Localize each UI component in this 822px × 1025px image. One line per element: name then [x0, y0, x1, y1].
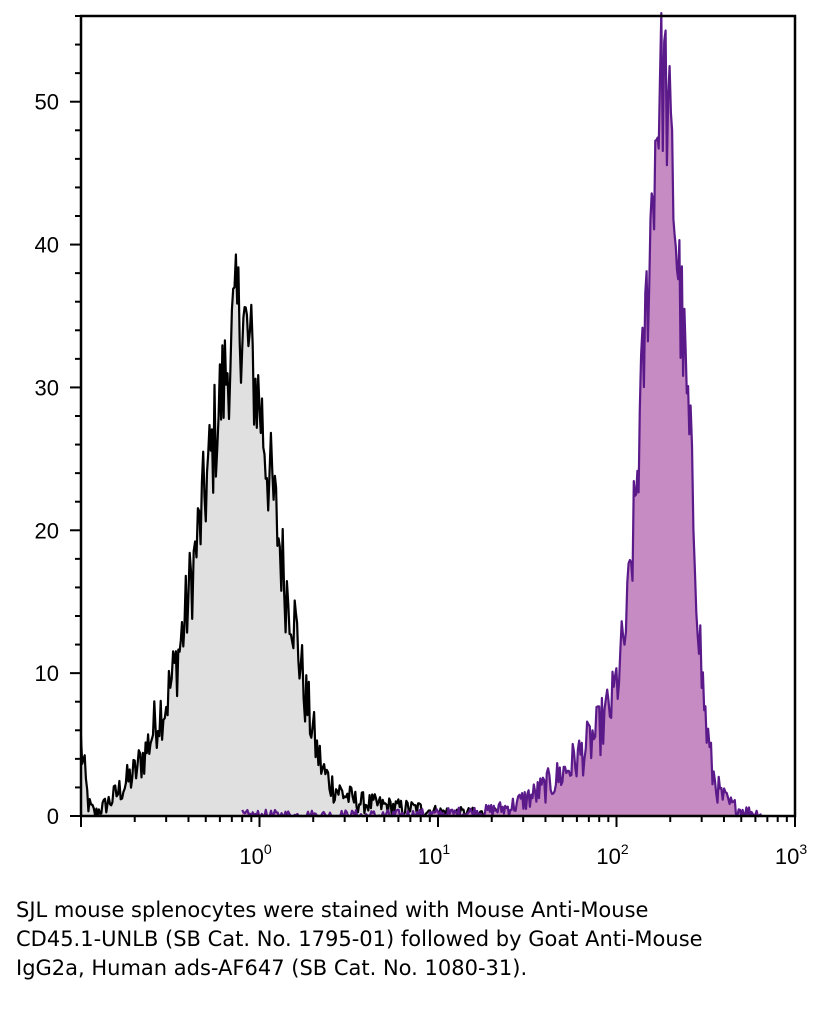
figure-caption: SJL mouse splenocytes were stained with …: [16, 898, 703, 980]
series-0: [79, 253, 500, 818]
series-0-line: [79, 253, 500, 818]
series-layer: [79, 12, 762, 818]
y-tick-label: 50: [35, 90, 59, 115]
x-tick-label: 101: [418, 841, 450, 869]
series-1-line: [241, 12, 762, 818]
x-tick-label: 103: [775, 841, 807, 869]
x-tick-label: 100: [239, 841, 271, 869]
series-0-area: [81, 254, 500, 816]
y-tick-label: 0: [47, 804, 59, 829]
y-tick-label: 20: [35, 518, 59, 543]
x-tick-label: 102: [596, 841, 628, 869]
y-tick-label: 40: [35, 233, 59, 258]
series-1-area: [242, 13, 762, 817]
series-1: [241, 12, 762, 818]
y-tick-label: 10: [35, 661, 59, 686]
axis-layer: 0 10 20 30 40 50 100 101 102 103: [35, 15, 807, 869]
histogram-chart: 0 10 20 30 40 50 100 101 102 103: [35, 12, 807, 869]
y-tick-label: 30: [35, 375, 59, 400]
